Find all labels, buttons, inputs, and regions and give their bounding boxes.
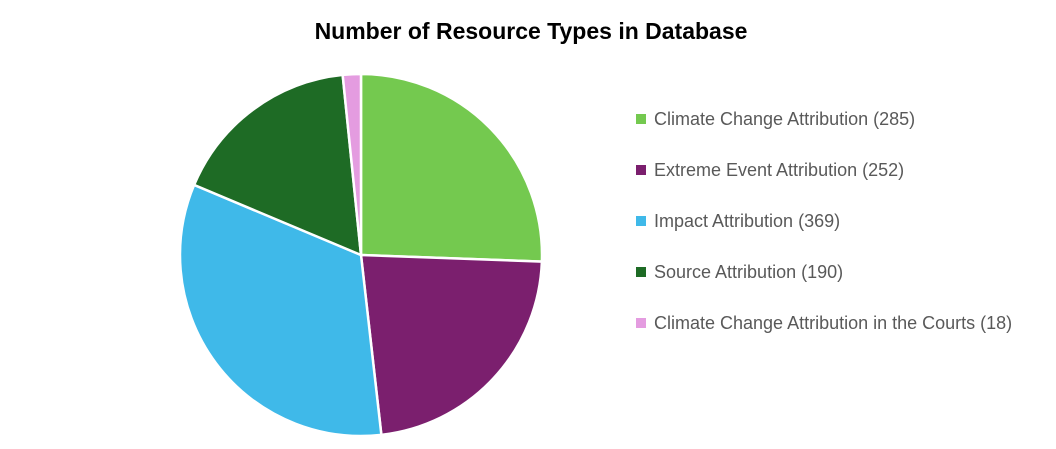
legend-label: Impact Attribution (369) [654, 211, 841, 231]
legend-item: Source Attribution (190) [636, 259, 1036, 285]
chart-title: Number of Resource Types in Database [314, 18, 748, 44]
legend-label: Extreme Event Attribution (252) [654, 160, 905, 180]
legend-swatch [636, 267, 646, 277]
legend-swatch [636, 165, 646, 175]
legend-swatch [636, 216, 646, 226]
pie-slice [359, 72, 544, 263]
legend-label: Source Attribution (190) [654, 262, 844, 282]
legend: Climate Change Attribution (285) Extreme … [636, 106, 1036, 361]
legend-item: Impact Attribution (369) [636, 208, 1036, 234]
pie-slice [178, 183, 383, 438]
legend-item: Climate Change Attribution (285) [636, 106, 1036, 132]
pie-slice [341, 72, 363, 256]
legend-swatch [636, 318, 646, 328]
legend-item: Climate Change Attribution in the Courts… [636, 310, 1036, 336]
pie-slice [192, 73, 363, 257]
legend-item: Extreme Event Attribution (252) [636, 157, 1036, 183]
pie-slice [359, 253, 544, 437]
legend-label: Climate Change Attribution (285) [654, 109, 916, 129]
legend-label: Climate Change Attribution in the Courts… [654, 313, 1013, 333]
legend-swatch [636, 114, 646, 124]
